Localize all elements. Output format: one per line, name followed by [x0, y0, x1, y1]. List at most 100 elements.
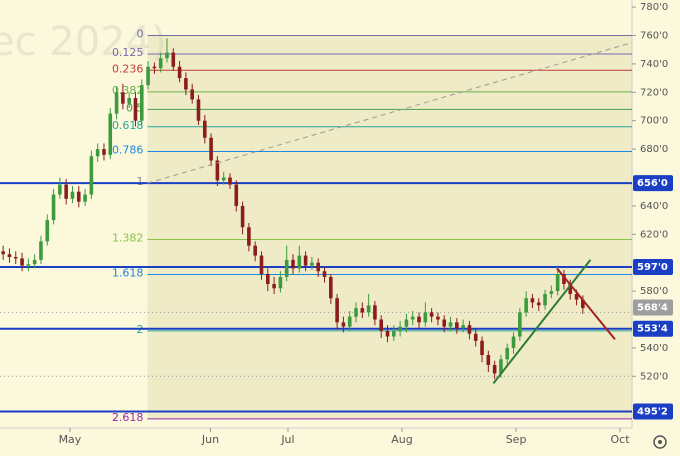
fib-label: 1.618: [112, 266, 144, 279]
x-tick-label: Jul: [280, 433, 294, 446]
candle-body: [158, 58, 163, 69]
candle-body: [190, 89, 194, 100]
y-tick-label: 740'0: [640, 59, 668, 70]
trend-line: [492, 259, 592, 385]
candle-body: [310, 262, 314, 266]
candle-body: [51, 194, 56, 221]
fib-label: 1.382: [112, 232, 144, 245]
candle-body: [45, 220, 50, 242]
candle-body: [499, 359, 503, 374]
candle-body: [530, 298, 535, 303]
candle-body: [562, 274, 566, 285]
y-tick-label: 680'0: [640, 144, 668, 155]
candle-body: [58, 184, 62, 195]
candle-body: [549, 291, 554, 294]
candle-body: [524, 298, 528, 313]
candle-body: [518, 312, 522, 337]
candle-body: [568, 284, 573, 294]
candle-body: [234, 184, 239, 206]
candle-body: [473, 333, 478, 341]
candle-body: [492, 364, 497, 374]
y-tick-label: 700'0: [640, 116, 668, 127]
candle-body: [341, 322, 346, 327]
fib-zone: [147, 35, 632, 419]
candle-body: [404, 319, 409, 327]
candle-body: [581, 299, 585, 309]
candle-body: [26, 264, 31, 266]
candle-body: [64, 184, 68, 199]
candle-body: [555, 274, 560, 292]
candle-body: [20, 258, 24, 266]
candle-body: [32, 259, 37, 265]
candle-body: [39, 241, 43, 260]
candle-body: [417, 316, 421, 323]
candle-body: [108, 113, 113, 155]
candle-body: [184, 78, 188, 90]
candle-body: [486, 355, 491, 365]
level-box: [633, 320, 673, 337]
x-tick-label: Aug: [391, 433, 412, 446]
candle-body: [480, 340, 484, 356]
candle-body: [196, 99, 201, 121]
x-tick-label: Oct: [611, 433, 631, 446]
candle-body: [543, 293, 547, 306]
candle-body: [139, 85, 144, 121]
candle-body: [410, 316, 415, 320]
candle-body: [121, 92, 125, 104]
trend-line: [147, 42, 633, 184]
candle-body: [536, 302, 541, 306]
candle-body: [505, 347, 510, 360]
y-tick-label: 520'0: [640, 371, 668, 382]
y-tick-label: 540'0: [640, 343, 668, 354]
candle-body: [442, 319, 447, 327]
level-box: [633, 258, 673, 275]
x-tick-label: Sep: [506, 433, 527, 446]
y-tick-label: 620'0: [640, 229, 668, 240]
fib-label: 0: [136, 28, 143, 41]
candle-body: [228, 177, 232, 185]
candle-body: [448, 322, 453, 327]
candle-body: [291, 259, 295, 269]
y-tick-label: 720'0: [640, 87, 668, 98]
candle-body: [70, 191, 75, 199]
candle-body: [322, 271, 327, 277]
y-tick-label: 760'0: [640, 31, 668, 42]
candle-body: [329, 276, 333, 299]
level-label: 553'4: [637, 324, 668, 335]
candle-body: [373, 305, 377, 320]
candle-body: [253, 245, 257, 256]
candle-body: [429, 312, 434, 317]
candle-body: [284, 259, 289, 277]
fib-label: 0.618: [112, 119, 144, 132]
candle-body: [574, 293, 579, 300]
candle-body: [385, 330, 390, 337]
last-price-label: 568'4: [637, 302, 668, 313]
candle-body: [221, 177, 226, 181]
candle-body: [366, 305, 371, 313]
watermark: ec 2024): [0, 19, 167, 65]
candle-body: [511, 336, 516, 348]
candle-body: [215, 160, 220, 181]
candle-body: [76, 191, 81, 202]
y-tick-label: 640'0: [640, 201, 668, 212]
candle-body: [278, 276, 283, 289]
plot-background: [0, 0, 632, 428]
candle-body: [177, 66, 182, 79]
x-tick-label: May: [59, 433, 82, 446]
candle-body: [423, 312, 428, 323]
fib-label: 0.236: [112, 62, 144, 75]
candle-body: [133, 97, 138, 121]
candle-body: [265, 274, 270, 285]
settings-icon[interactable]: [653, 435, 667, 449]
candle-body: [398, 326, 402, 331]
candle-body: [202, 120, 207, 138]
candle-body: [392, 330, 396, 337]
candle-body: [247, 227, 251, 246]
candle-body: [102, 149, 106, 155]
candle-body: [152, 66, 157, 69]
candle-body: [354, 308, 358, 317]
candle-body: [436, 316, 440, 320]
candle-body: [13, 257, 18, 259]
candle-body: [360, 308, 365, 313]
